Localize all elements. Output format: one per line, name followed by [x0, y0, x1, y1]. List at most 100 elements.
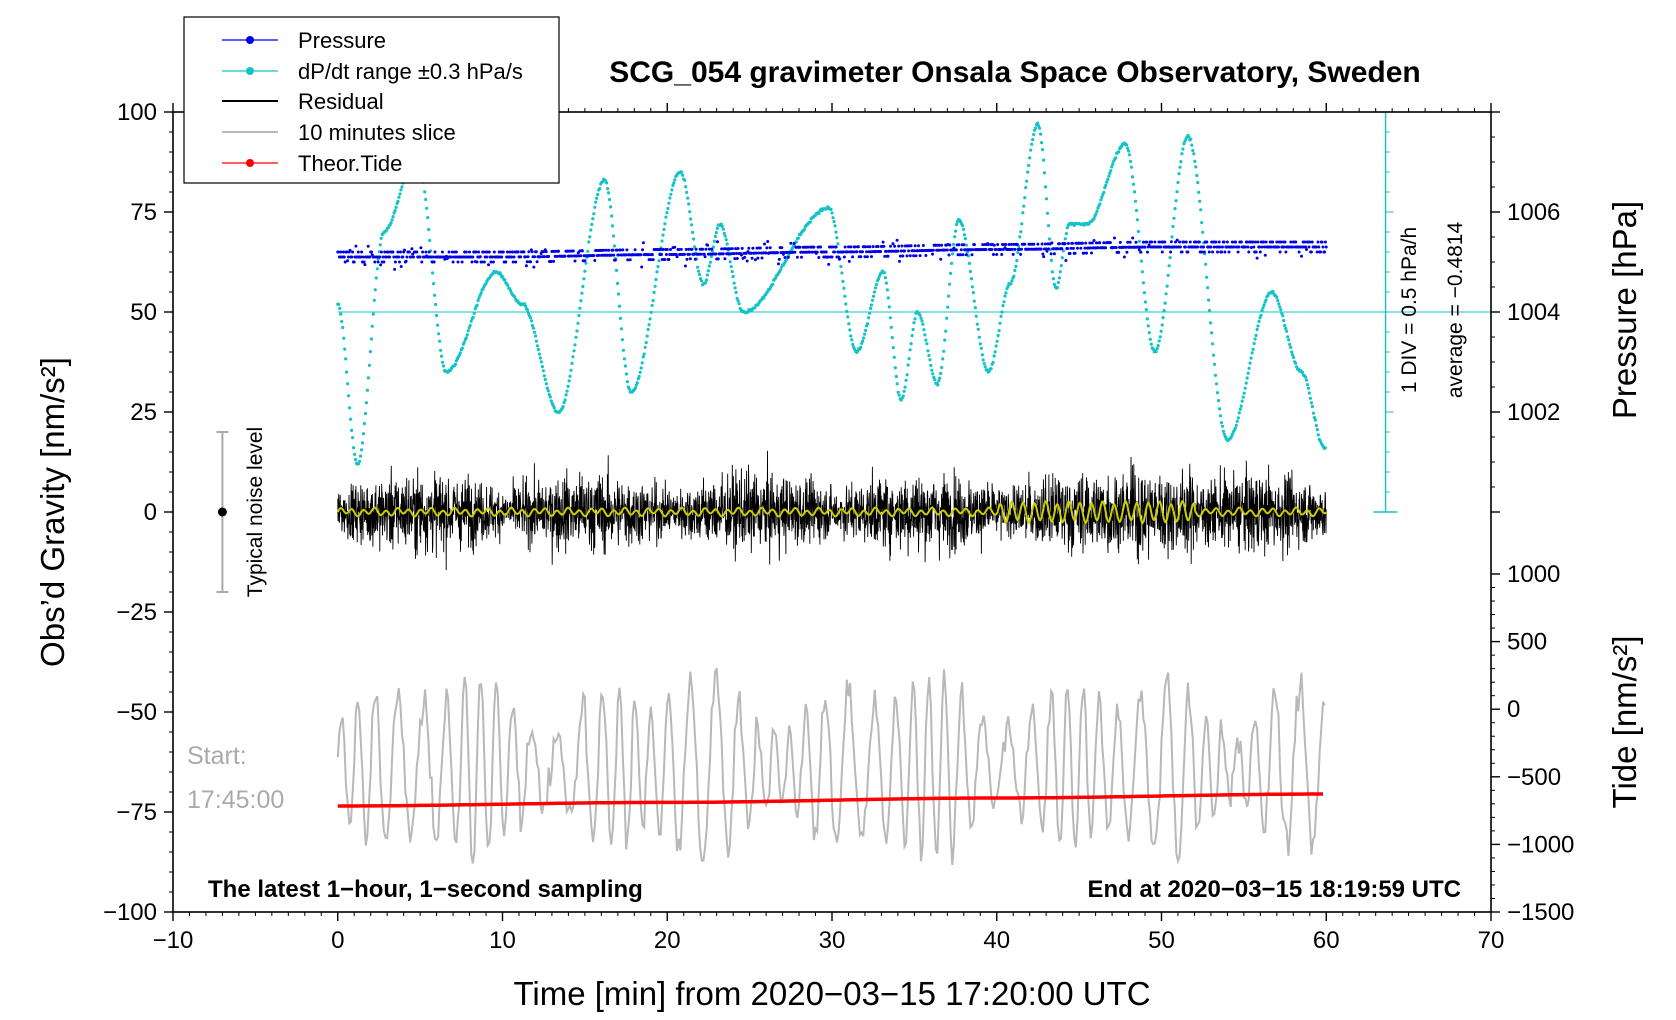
pressure-point — [912, 249, 916, 253]
dpdt-point — [688, 210, 692, 214]
pressure-point — [849, 245, 853, 249]
pressure-point — [853, 245, 857, 249]
dpdt-point — [1252, 341, 1256, 346]
pressure-point — [1125, 250, 1129, 254]
pressure-point — [650, 253, 654, 257]
dpdt-point — [734, 290, 738, 294]
legend-label-residual: Residual — [298, 89, 384, 114]
pressure-point — [861, 250, 864, 254]
dpdt-point — [1052, 282, 1056, 286]
pressure-point — [1108, 241, 1112, 245]
pressure-point — [391, 250, 395, 254]
dpdt-point — [513, 295, 517, 299]
dpdt-point — [1109, 169, 1113, 173]
dpdt-point — [371, 312, 375, 316]
dpdt-point — [732, 281, 736, 285]
dpdt-point — [633, 386, 637, 390]
dpdt-point — [927, 353, 931, 358]
pressure-point — [665, 248, 669, 251]
dpdt-point — [598, 187, 602, 191]
dpdt-point — [572, 349, 576, 353]
pressure-point — [532, 265, 536, 269]
dpdt-point — [1310, 404, 1314, 409]
dpdt-point — [951, 252, 955, 256]
dpdt-point — [997, 329, 1001, 333]
dpdt-point — [647, 323, 651, 327]
dpdt-point — [1096, 206, 1100, 210]
dpdt-point — [817, 211, 821, 215]
pressure-point — [893, 244, 897, 248]
pressure-series — [336, 236, 1328, 271]
dpdt-point — [540, 365, 545, 369]
dpdt-point — [1271, 289, 1275, 293]
dpdt-point — [1158, 335, 1162, 339]
dpdt-point — [843, 294, 847, 298]
dpdt-point — [1306, 386, 1311, 390]
pressure-point — [1060, 247, 1064, 251]
dpdt-point — [374, 276, 378, 280]
pressure-point — [900, 244, 904, 248]
dpdt-point — [871, 294, 876, 298]
dpdt-point — [378, 243, 382, 247]
dpdt-point — [728, 260, 732, 264]
annotation-average: average = −0.4814 — [1444, 222, 1467, 399]
pressure-point — [346, 259, 350, 263]
dpdt-point — [1002, 300, 1006, 304]
pressure-point — [1252, 245, 1256, 249]
pressure-point — [1263, 253, 1267, 257]
dpdt-point — [1103, 186, 1107, 190]
pressure-point — [714, 252, 718, 256]
dpdt-point — [341, 325, 345, 330]
pressure-point — [734, 247, 738, 251]
dpdt-point — [548, 395, 552, 399]
dpdt-point — [1038, 126, 1042, 130]
dpdt-point — [565, 389, 569, 393]
dpdt-point — [1192, 152, 1196, 156]
dpdt-point — [1261, 306, 1265, 310]
dpdt-point — [893, 366, 897, 370]
dpdt-point — [339, 312, 343, 316]
dpdt-point — [536, 347, 541, 351]
dpdt-point — [942, 349, 946, 353]
dpdt-point — [883, 276, 888, 280]
dpdt-point — [1092, 217, 1096, 221]
pressure-point — [489, 260, 493, 264]
dpdt-point — [1049, 258, 1053, 262]
pressure-point — [381, 255, 385, 259]
pressure-point — [777, 257, 781, 261]
pressure-point — [1143, 245, 1147, 249]
dpdt-point — [1291, 353, 1295, 357]
dpdt-point — [573, 343, 577, 347]
dpdt-point — [954, 229, 958, 233]
dpdt-point — [657, 259, 661, 263]
pressure-point — [640, 265, 644, 269]
dpdt-point — [692, 237, 696, 241]
dpdt-point — [1254, 333, 1258, 337]
pressure-point — [1159, 245, 1163, 249]
pressure-point — [1047, 247, 1051, 251]
dpdt-point — [661, 233, 665, 237]
dpdt-point — [962, 233, 967, 237]
pressure-point — [663, 258, 667, 261]
dpdt-point — [351, 436, 355, 440]
pressure-point — [817, 256, 821, 259]
pressure-point — [450, 250, 454, 254]
pressure-point — [749, 251, 753, 255]
dpdt-point — [1248, 361, 1252, 365]
dpdt-point — [625, 380, 630, 384]
pressure-point — [837, 255, 841, 259]
dpdt-point — [481, 287, 485, 291]
dpdt-point — [796, 236, 801, 240]
pressure-point — [1063, 242, 1067, 246]
pressure-point — [917, 244, 920, 248]
dpdt-point — [981, 358, 985, 362]
slice-series — [336, 667, 1326, 866]
dpdt-point — [639, 366, 643, 370]
dpdt-point — [891, 346, 895, 350]
dpdt-point — [703, 281, 708, 285]
dpdt-point — [1136, 229, 1140, 234]
pressure-point — [863, 255, 867, 259]
dpdt-point — [637, 374, 641, 379]
pressure-point — [1050, 241, 1054, 245]
dpdt-point — [644, 341, 648, 345]
